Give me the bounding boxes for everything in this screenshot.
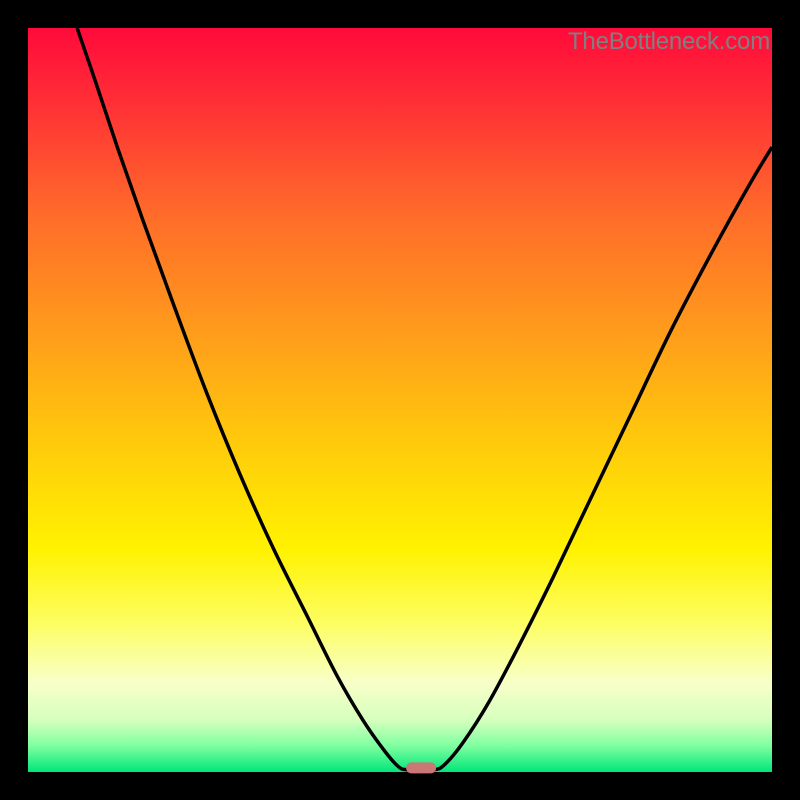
plot-area: TheBottleneck.com: [28, 28, 772, 772]
optimum-marker: [406, 763, 436, 774]
frame-border-top: [0, 0, 800, 28]
frame-border-left: [0, 0, 28, 800]
bottleneck-curve: [28, 28, 772, 772]
frame-border-bottom: [0, 772, 800, 800]
curve-path: [77, 28, 772, 770]
frame-border-right: [772, 0, 800, 800]
chart-frame: TheBottleneck.com: [0, 0, 800, 800]
